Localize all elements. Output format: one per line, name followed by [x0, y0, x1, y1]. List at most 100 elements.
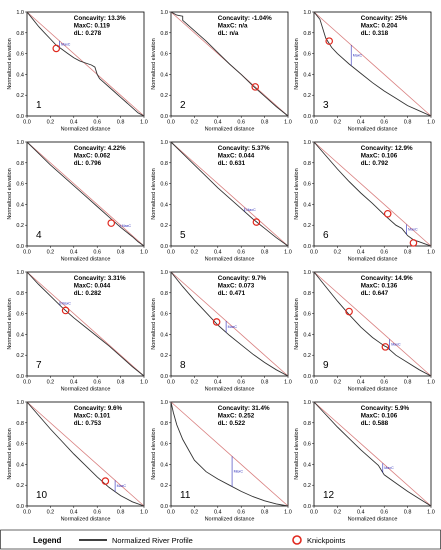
x-tick-label: 0.6 [380, 510, 388, 516]
x-tick-label: 0.8 [404, 510, 412, 516]
concavity-value: Concavity: 31.4% [218, 405, 270, 412]
concavity-value: Concavity: 4.22% [74, 145, 126, 152]
y-tick-label: 0.6 [303, 52, 311, 58]
x-tick-label: 1.0 [284, 380, 292, 386]
dl-value: dL: 0.792 [361, 160, 389, 167]
reference-line [170, 141, 289, 247]
y-tick-label: 0.2 [16, 93, 24, 99]
x-axis-label: Normalized distance [348, 257, 398, 263]
y-tick-label: 0.0 [160, 504, 168, 510]
y-tick-label: 0.8 [303, 291, 311, 297]
x-tick-label: 0.4 [70, 380, 78, 386]
concavity-value: Concavity: 25% [361, 15, 408, 22]
maxc-label: MaxC [117, 484, 127, 488]
y-tick-label: 0.2 [303, 483, 311, 489]
y-tick-label: 0.4 [16, 72, 24, 78]
y-tick-label: 0.8 [160, 421, 168, 427]
x-tick-label: 0.8 [117, 380, 125, 386]
knickpoint-marker [107, 219, 116, 227]
x-tick-label: 0.2 [191, 120, 199, 126]
x-tick-label: 1.0 [427, 380, 435, 386]
y-tick-label: 0.8 [160, 291, 168, 297]
x-tick-label: 0.8 [404, 120, 412, 126]
x-tick-label: 0.4 [70, 510, 78, 516]
x-tick-label: 0.0 [23, 380, 31, 386]
legend-title: Legend [33, 536, 62, 545]
knickpoint-marker [409, 239, 418, 247]
x-tick-label: 0.2 [191, 380, 199, 386]
y-tick-label: 0.6 [303, 312, 311, 318]
x-axis-label: Normalized distance [61, 387, 111, 393]
x-axis-label: Normalized distance [205, 387, 255, 393]
y-tick-label: 1.0 [303, 140, 311, 146]
x-tick-label: 0.4 [70, 250, 78, 256]
maxc-value: MaxC: 0.252 [218, 413, 255, 420]
x-tick-label: 0.6 [380, 380, 388, 386]
x-tick-label: 0.2 [191, 510, 199, 516]
x-tick-label: 0.2 [334, 120, 342, 126]
knickpoint-marker [212, 318, 221, 326]
x-axis-label: Normalized distance [348, 127, 398, 133]
knickpoint-marker [383, 209, 392, 218]
x-tick-label: 0.0 [23, 510, 31, 516]
dl-value: dL: 0.647 [361, 290, 389, 297]
y-tick-label: 0.0 [160, 244, 168, 250]
x-tick-label: 0.6 [93, 250, 101, 256]
river-profile-line [313, 11, 432, 117]
x-tick-label: 1.0 [140, 510, 148, 516]
x-tick-label: 0.6 [237, 120, 245, 126]
concavity-value: Concavity: -1.04% [218, 15, 272, 22]
x-tick-label: 0.4 [357, 380, 365, 386]
river-profile-line [170, 401, 289, 507]
panel-grid: 0.0 0.2 0.4 0.6 0.8 1.0 0.0 0.2 0.4 0.6 0.8 1.0 Norm… [7, 10, 435, 523]
x-tick-label: 0.6 [237, 250, 245, 256]
x-tick-label: 0.4 [214, 250, 222, 256]
y-tick-label: 1.0 [303, 400, 311, 406]
panel-12: 0.0 0.2 0.4 0.6 0.8 1.0 0.0 0.2 0.4 0.6 0.8 1.0 Norm… [294, 400, 435, 523]
maxc-value: MaxC: n/a [218, 23, 248, 30]
y-tick-label: 0.2 [303, 93, 311, 99]
x-tick-label: 1.0 [140, 380, 148, 386]
y-tick-label: 0.2 [303, 353, 311, 359]
y-axis-label: Normalized elevation [7, 168, 13, 219]
y-tick-label: 0.4 [160, 202, 168, 208]
maxc-value: MaxC: 0.119 [74, 23, 111, 30]
x-tick-label: 0.0 [167, 510, 175, 516]
reference-line [313, 401, 432, 507]
y-tick-label: 1.0 [16, 270, 24, 276]
knickpoint-marker [381, 343, 390, 351]
y-tick-label: 0.4 [160, 72, 168, 78]
y-axis-label: Normalized elevation [7, 298, 13, 349]
knickpoint-marker [52, 44, 61, 53]
y-tick-label: 1.0 [303, 10, 311, 16]
maxc-value: MaxC: 0.101 [74, 413, 111, 420]
panel-number: 7 [36, 360, 42, 371]
dl-value: dL: 0.588 [361, 420, 389, 427]
river-profile-line [313, 401, 432, 507]
reference-line [26, 401, 145, 507]
legend: Legend Normalized River Profile Knickpoi… [0, 529, 441, 550]
y-tick-label: 1.0 [160, 140, 168, 146]
y-tick-label: 0.6 [303, 442, 311, 448]
panel-number: 3 [323, 100, 329, 111]
river-profile-line [26, 141, 145, 247]
dl-value: dL: 0.471 [218, 290, 246, 297]
y-tick-label: 0.8 [303, 161, 311, 167]
maxc-value: MaxC: 0.136 [361, 283, 398, 290]
x-axis-label: Normalized distance [205, 257, 255, 263]
concavity-value: Concavity: 9.6% [74, 405, 123, 412]
y-tick-label: 0.4 [303, 202, 311, 208]
y-tick-label: 0.4 [303, 72, 311, 78]
x-tick-label: 0.2 [47, 510, 55, 516]
y-tick-label: 0.6 [160, 312, 168, 318]
x-tick-label: 0.6 [380, 120, 388, 126]
x-tick-label: 0.6 [237, 380, 245, 386]
x-axis-label: Normalized distance [61, 127, 111, 133]
reference-line [170, 401, 289, 507]
maxc-label: MaxC [408, 228, 418, 232]
maxc-label: MaxC [122, 224, 132, 228]
dl-value: dL: 0.631 [218, 160, 246, 167]
y-tick-label: 0.8 [160, 31, 168, 37]
y-tick-label: 0.2 [160, 483, 168, 489]
legend-profile-label: Normalized River Profile [112, 536, 193, 545]
